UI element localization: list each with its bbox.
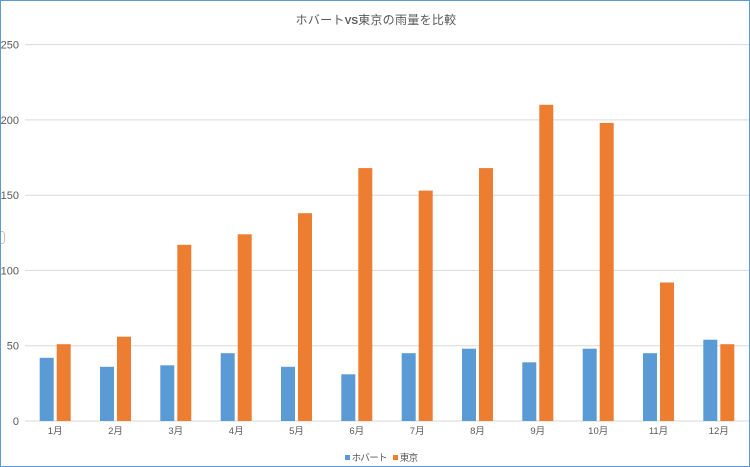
svg-text:50: 50 — [7, 341, 19, 353]
svg-text:8月: 8月 — [470, 426, 485, 437]
svg-text:4月: 4月 — [229, 426, 244, 437]
svg-text:250: 250 — [1, 40, 19, 52]
svg-text:200: 200 — [1, 115, 19, 127]
svg-text:3月: 3月 — [168, 426, 183, 437]
svg-text:5月: 5月 — [289, 426, 304, 437]
svg-text:0: 0 — [13, 416, 19, 428]
svg-text:10月: 10月 — [588, 426, 608, 437]
svg-text:6月: 6月 — [349, 426, 364, 437]
svg-text:2月: 2月 — [108, 426, 123, 437]
svg-text:150: 150 — [1, 190, 19, 202]
svg-text:1月: 1月 — [48, 426, 63, 437]
svg-text:12月: 12月 — [709, 426, 729, 437]
svg-text:11月: 11月 — [649, 426, 668, 437]
svg-text:7月: 7月 — [410, 426, 425, 437]
svg-text:100: 100 — [1, 265, 19, 277]
svg-text:9月: 9月 — [530, 426, 545, 437]
